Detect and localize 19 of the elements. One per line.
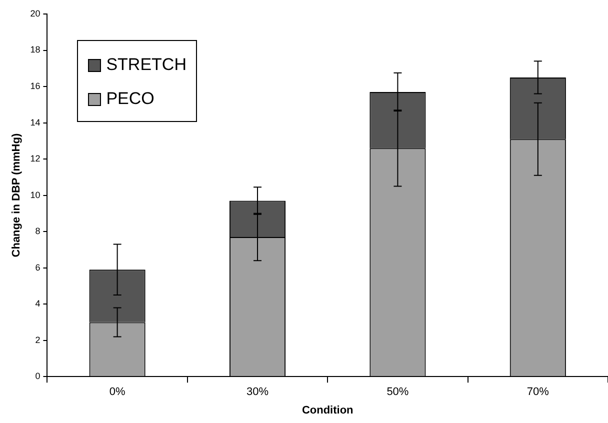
y-tick-label: 10 [30,190,40,200]
y-tick-label: 6 [35,262,40,272]
y-tick-label: 2 [35,334,40,345]
y-axis-title: Change in DBP (mmHg) [10,133,23,258]
legend-label: PECO [106,89,154,109]
y-tick-label: 18 [30,44,40,55]
legend-label: STRETCH [106,55,186,75]
y-tick-label: 12 [30,154,40,164]
x-axis-title: Condition [302,404,354,416]
y-tick-label: 14 [30,117,40,128]
y-tick-label: 0 [35,371,40,382]
x-tick-label: 0% [109,386,126,398]
y-tick-label: 4 [35,298,40,309]
x-tick-label: 70% [526,386,550,398]
y-tick-label: 8 [35,226,40,236]
x-tick-label: 30% [246,386,269,398]
x-tick-label: 50% [386,386,409,398]
y-tick-label: 20 [30,8,40,18]
y-tick-label: 16 [30,81,40,92]
